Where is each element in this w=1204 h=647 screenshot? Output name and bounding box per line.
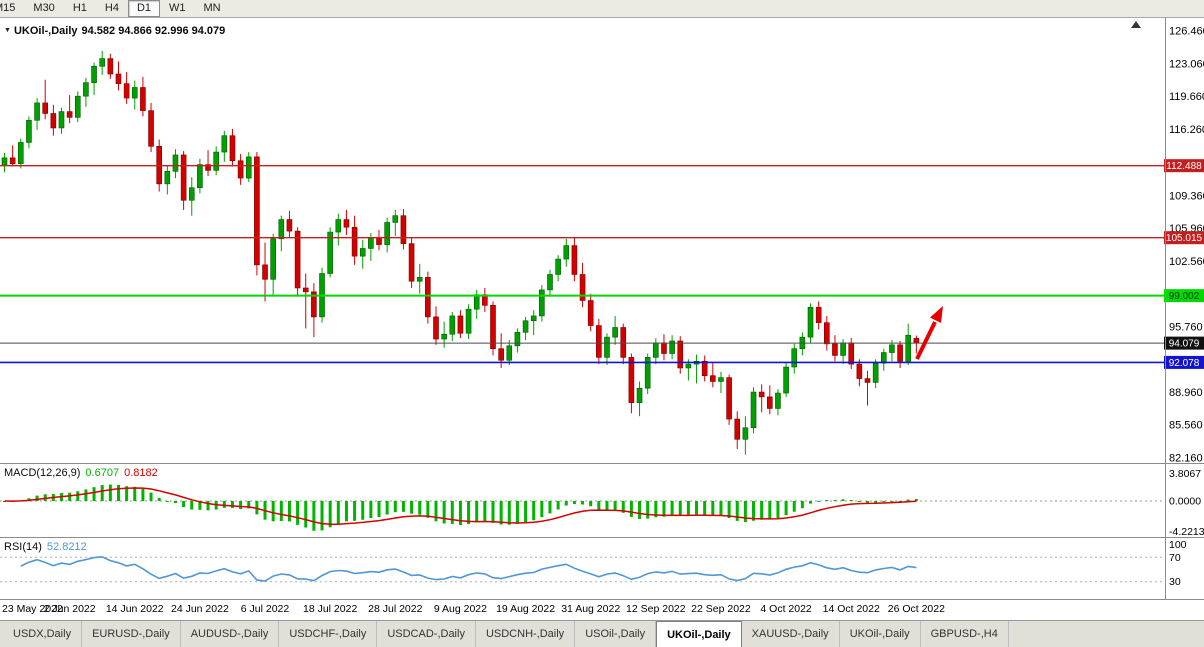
chart-tab-9-ukoil-daily[interactable]: UKOil-,Daily (840, 621, 921, 647)
svg-text:-4.2213: -4.2213 (1169, 526, 1204, 538)
svg-text:99.002: 99.002 (1169, 291, 1200, 302)
svg-text:9 Aug 2022: 9 Aug 2022 (434, 603, 487, 615)
price-axis-labels: 126.460123.060119.660116.260109.360105.9… (1169, 26, 1204, 465)
chart-tab-7-ukoil-daily[interactable]: UKOil-,Daily (656, 621, 742, 647)
svg-text:3.8067: 3.8067 (1169, 468, 1201, 480)
chart-title: ▼ UKOil-,Daily 94.582 94.866 92.996 94.079 (4, 25, 229, 37)
svg-text:28 Jul 2022: 28 Jul 2022 (368, 603, 422, 615)
candles-layer[interactable] (1, 50, 920, 455)
svg-text:14 Oct 2022: 14 Oct 2022 (823, 603, 880, 615)
svg-text:6 Jul 2022: 6 Jul 2022 (241, 603, 290, 615)
chart-tab-1-eurusd-daily[interactable]: EURUSD-,Daily (82, 621, 181, 647)
timeframe-button-d1[interactable]: D1 (127, 0, 160, 17)
svg-text:126.460: 126.460 (1169, 26, 1204, 38)
chart-tab-0-usdx-daily[interactable]: USDX,Daily (3, 621, 83, 647)
svg-text:92.078: 92.078 (1169, 358, 1200, 369)
svg-text:31 Aug 2022: 31 Aug 2022 (561, 603, 620, 615)
svg-text:19 Aug 2022: 19 Aug 2022 (496, 603, 555, 615)
svg-text:123.060: 123.060 (1169, 58, 1204, 70)
svg-text:70: 70 (1169, 552, 1181, 564)
svg-text:24 Jun 2022: 24 Jun 2022 (171, 603, 229, 615)
timeframe-buttons: M15 M30 H1 H4 D1 W1 MN (0, 0, 230, 17)
chart-tab-2-audusd-daily[interactable]: AUDUSD-,Daily (181, 621, 280, 647)
chart-tab-4-usdcad-daily[interactable]: USDCAD-,Daily (377, 621, 476, 647)
svg-text:26 Oct 2022: 26 Oct 2022 (888, 603, 945, 615)
chart-tab-6-usoil-daily[interactable]: USOil-,Daily (575, 621, 657, 647)
trend-arrow-annotation[interactable] (915, 306, 943, 360)
svg-text:119.660: 119.660 (1169, 91, 1204, 103)
svg-text:14 Jun 2022: 14 Jun 2022 (106, 603, 164, 615)
svg-text:82.160: 82.160 (1169, 453, 1203, 465)
svg-text:2 Jun 2022: 2 Jun 2022 (44, 603, 96, 615)
rsi-name: RSI(14) (4, 541, 42, 553)
svg-text:95.760: 95.760 (1169, 321, 1203, 333)
chart-shift-marker-icon (1131, 21, 1141, 28)
chart-title-symbol: UKOil-,Daily (13, 25, 78, 37)
macd-value-signal: 0.8182 (124, 467, 158, 479)
macd-name: MACD(12,26,9) (4, 467, 81, 479)
svg-text:100: 100 (1169, 539, 1187, 551)
svg-text:109.360: 109.360 (1169, 190, 1204, 202)
svg-text:105.015: 105.015 (1166, 233, 1203, 244)
svg-text:30: 30 (1169, 576, 1181, 588)
chart-tab-8-xauusd-daily[interactable]: XAUUSD-,Daily (742, 621, 840, 647)
rsi-value: 52.8212 (46, 541, 87, 553)
svg-text:88.960: 88.960 (1169, 387, 1203, 399)
svg-text:12 Sep 2022: 12 Sep 2022 (626, 603, 686, 615)
macd-axis-labels: 3.8067 0.0000 -4.2213 (1169, 468, 1204, 538)
pane-dividers (0, 18, 1204, 600)
rsi-label: RSI(14) 52.8212 (4, 541, 92, 553)
svg-text:4 Oct 2022: 4 Oct 2022 (760, 603, 812, 615)
macd-signal-line (4, 487, 917, 526)
timeframe-toolbar: M15 M30 H1 H4 D1 W1 MN (0, 0, 1204, 18)
svg-text:116.260: 116.260 (1169, 124, 1204, 136)
rsi-level-lines (0, 556, 1165, 583)
timeframe-button-h1[interactable]: H1 (72, 2, 87, 14)
svg-text:22 Sep 2022: 22 Sep 2022 (691, 603, 751, 615)
chart-window (0, 18, 1204, 620)
svg-text:85.560: 85.560 (1169, 420, 1203, 432)
chart-canvas[interactable]: 126.460123.060119.660116.260109.360105.9… (0, 18, 1204, 620)
chart-title-ohlc: 94.582 94.866 92.996 94.079 (81, 25, 226, 37)
chart-tab-10-gbpusd-h4[interactable]: GBPUSD-,H4 (921, 621, 1009, 647)
symbol-marker-icon: ▼ (4, 27, 11, 34)
svg-text:112.488: 112.488 (1166, 161, 1202, 172)
timeframe-button-m30[interactable]: M30 (33, 2, 55, 14)
rsi-line (20, 555, 917, 582)
svg-text:0.0000: 0.0000 (1169, 496, 1201, 508)
svg-text:102.560: 102.560 (1169, 256, 1204, 268)
macd-label: MACD(12,26,9) 0.6707 0.8182 (4, 467, 163, 479)
svg-text:94.079: 94.079 (1169, 339, 1200, 350)
price-tags: 112.488 105.015 99.002 94.079 92.078 (1164, 159, 1204, 369)
macd-value-main: 0.6707 (85, 467, 120, 479)
chart-tab-3-usdchf-daily[interactable]: USDCHF-,Daily (279, 621, 378, 647)
timeframe-button-w1[interactable]: W1 (169, 2, 186, 14)
svg-text:18 Jul 2022: 18 Jul 2022 (303, 603, 357, 615)
chart-tabbar: USDX,Daily EURUSD-,Daily AUDUSD-,Daily USDC… (0, 620, 1204, 647)
timeframe-button-h4[interactable]: H4 (104, 2, 119, 14)
timeframe-button-mn[interactable]: MN (203, 2, 221, 14)
macd-histogram (3, 484, 918, 531)
timeframe-button-m15[interactable]: M15 (0, 2, 16, 14)
svg-text:23 May 2022: 23 May 2022 (2, 603, 63, 615)
horizontal-lines (0, 164, 1165, 364)
chart-tab-5-usdcnh-daily[interactable]: USDCNH-,Daily (476, 621, 576, 647)
